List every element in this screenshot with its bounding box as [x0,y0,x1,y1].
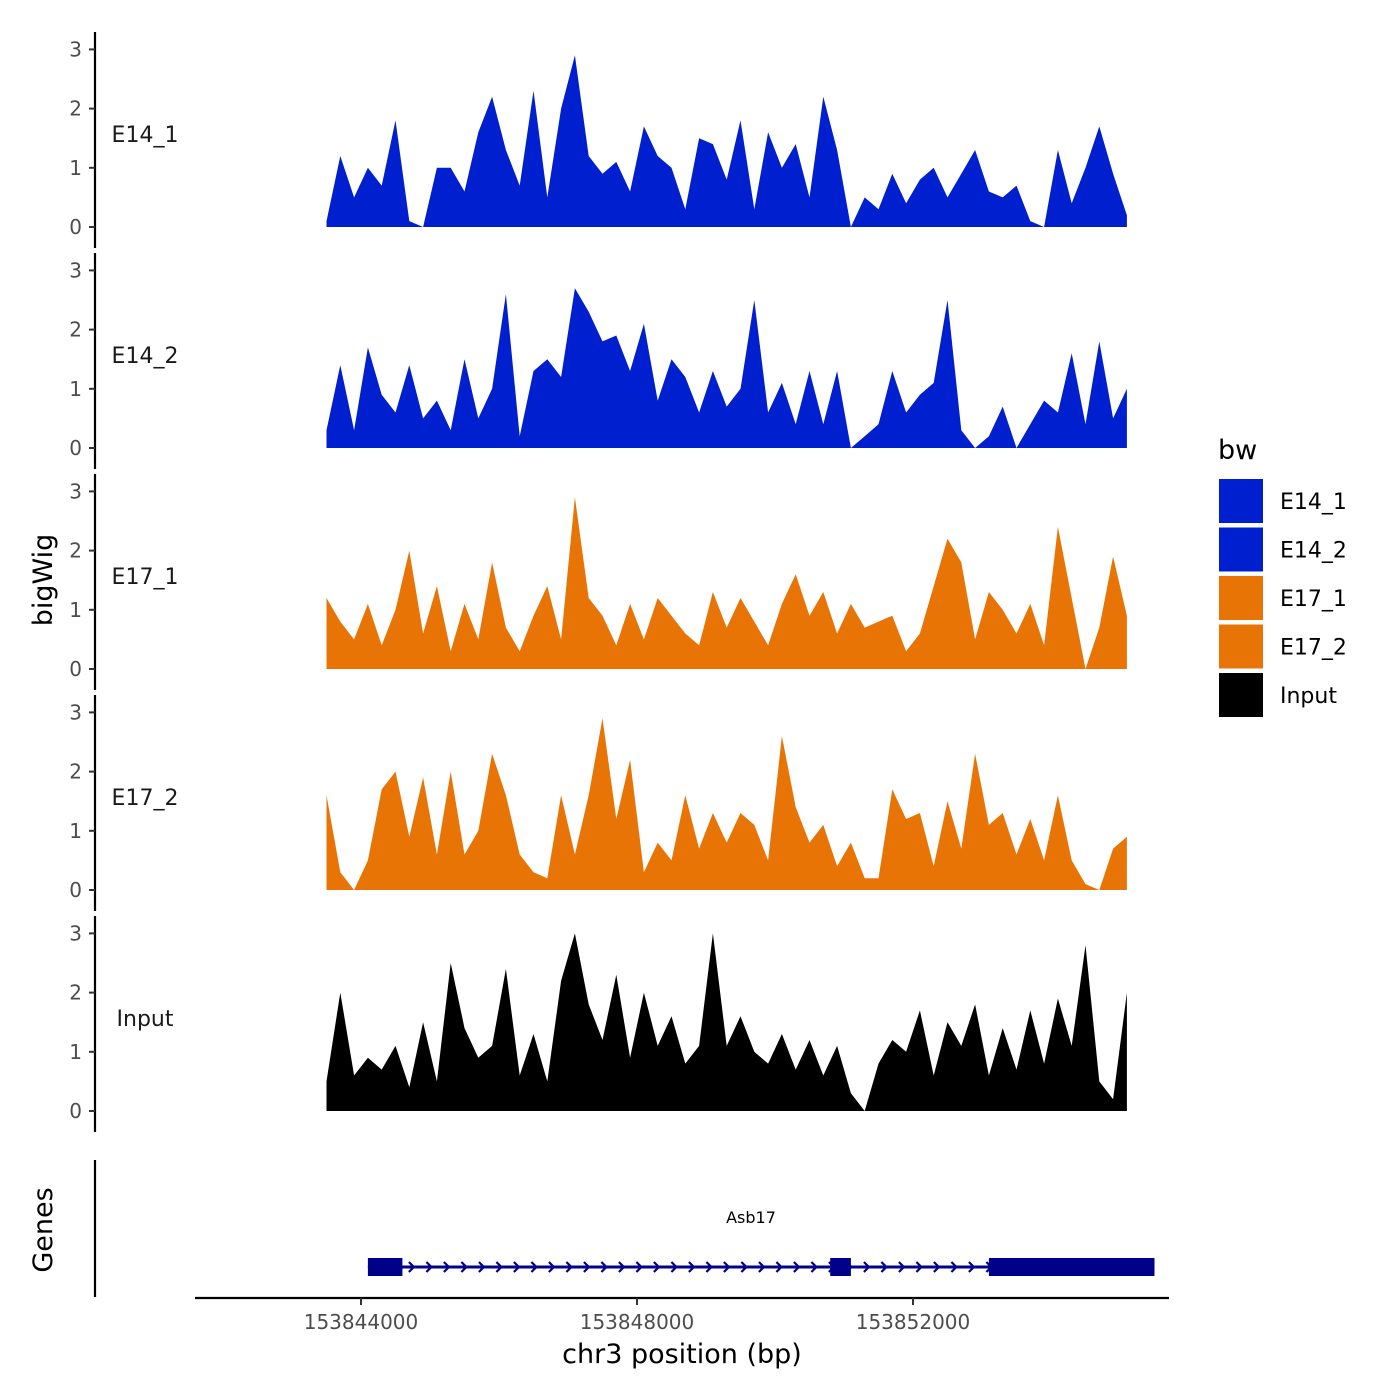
track-Input: 0 1 2 3 Input [69,916,1127,1132]
y-tick-label: 1 [69,156,82,180]
gene-strand-arrow [968,1261,976,1273]
gene-strand-arrow [775,1261,783,1273]
gene-strand-arrow [915,1261,923,1273]
y-axis-title: bigWig [28,534,59,627]
gene-panel: Asb17 [93,1160,1155,1297]
gene-panel-title: Genes [28,1187,59,1272]
track-E14_1: 0 1 2 3 E14_1 [69,32,1127,248]
gene-strand-arrow [688,1261,696,1273]
x-tick-label: 153844000 [304,1310,419,1334]
gene-strand-arrow [880,1261,888,1273]
gene-exon [367,1258,403,1276]
track-label: E14_1 [112,123,179,148]
track-E17_1: 0 1 2 3 E17_1 [69,474,1127,690]
gene-strand-arrow [548,1261,556,1273]
legend-label-E17_1: E17_1 [1280,587,1347,612]
track-label: E17_2 [112,786,179,811]
track-E14_2: 0 1 2 3 E14_2 [69,253,1127,469]
gene-strand-arrow [740,1261,748,1273]
coverage-area-E14_1 [326,55,1127,227]
x-tick-label: 153848000 [580,1310,695,1334]
y-tick-label: 3 [69,258,82,282]
gene-strand-arrow [933,1261,941,1273]
gene-strand-arrow [530,1261,538,1273]
legend-title: bw [1218,435,1257,466]
coverage-area-E17_1 [326,497,1127,669]
x-axis: 153844000 153848000 153852000 [195,1296,1169,1334]
gene-strand-arrow [653,1261,661,1273]
y-tick-label: 0 [69,878,82,902]
x-tick-label: 153852000 [856,1310,971,1334]
y-tick-label: 1 [69,819,82,843]
gene-exon [988,1258,1155,1276]
gene-strand-arrow [425,1261,433,1273]
legend-label-Input: Input [1280,684,1337,709]
y-tick-label: 2 [69,539,82,563]
legend-swatch-E17_1 [1219,576,1263,620]
gene-strand-arrow [495,1261,503,1273]
y-tick-label: 3 [69,479,82,503]
y-tick-label: 0 [69,436,82,460]
gene-strand-arrow [600,1261,608,1273]
gene-name-label: Asb17 [726,1208,776,1227]
gene-strand-arrow [723,1261,731,1273]
gene-strand-arrow [618,1261,626,1273]
gene-strand-arrow [705,1261,713,1273]
legend-label-E14_1: E14_1 [1280,490,1347,515]
gene-strand-arrow [513,1261,521,1273]
coverage-area-Input [326,933,1127,1111]
gene-strand-arrow [950,1261,958,1273]
y-tick-label: 1 [69,377,82,401]
legend-label-E14_2: E14_2 [1280,539,1347,564]
y-tick-label: 1 [69,598,82,622]
gene-strand-arrow [478,1261,486,1273]
legend-swatch-E14_2 [1219,527,1263,572]
y-tick-label: 3 [69,700,82,724]
track-E17_2: 0 1 2 3 E17_2 [69,695,1127,911]
legend-label-E17_2: E17_2 [1280,636,1347,661]
y-tick-label: 0 [69,215,82,239]
gene-strand-arrow [583,1261,591,1273]
coverage-area-E14_2 [326,288,1127,448]
y-tick-label: 1 [69,1040,82,1064]
gene-strand-arrow [565,1261,573,1273]
y-tick-label: 2 [69,760,82,784]
gene-strand-arrow [635,1261,643,1273]
gene-strand-arrow [863,1261,871,1273]
legend-swatch-E14_1 [1219,479,1263,523]
legend: bw E14_1 E14_2 E17_1 E17_2 Input [1218,435,1347,717]
gene-strand-arrow [408,1261,416,1273]
track-label: E14_2 [112,344,179,369]
gene-strand-arrow [758,1261,766,1273]
gene-strand-arrow [898,1261,906,1273]
x-axis-title: chr3 position (bp) [562,1339,802,1370]
gene-exon [830,1258,851,1276]
gene-strand-arrow [443,1261,451,1273]
legend-swatch-Input [1219,673,1263,717]
y-tick-label: 2 [69,97,82,121]
y-tick-label: 3 [69,921,82,945]
coverage-area-E17_2 [326,718,1127,890]
gene-strand-arrow [810,1261,818,1273]
track-label: E17_1 [112,565,179,590]
coverage-tracks: 0 1 2 3 E14_1 0 1 2 3 E14_2 0 1 2 3 E17_1 0 1 2 3 E17_2 0 1 2 3… [69,32,1127,1132]
y-tick-label: 2 [69,318,82,342]
gene-strand-arrow [670,1261,678,1273]
y-tick-label: 0 [69,1099,82,1123]
gene-strand-arrow [460,1261,468,1273]
track-label: Input [117,1007,174,1032]
y-tick-label: 2 [69,981,82,1005]
y-tick-label: 0 [69,657,82,681]
gene-strand-arrow [793,1261,801,1273]
y-tick-label: 3 [69,37,82,61]
legend-swatch-E17_2 [1219,624,1263,669]
